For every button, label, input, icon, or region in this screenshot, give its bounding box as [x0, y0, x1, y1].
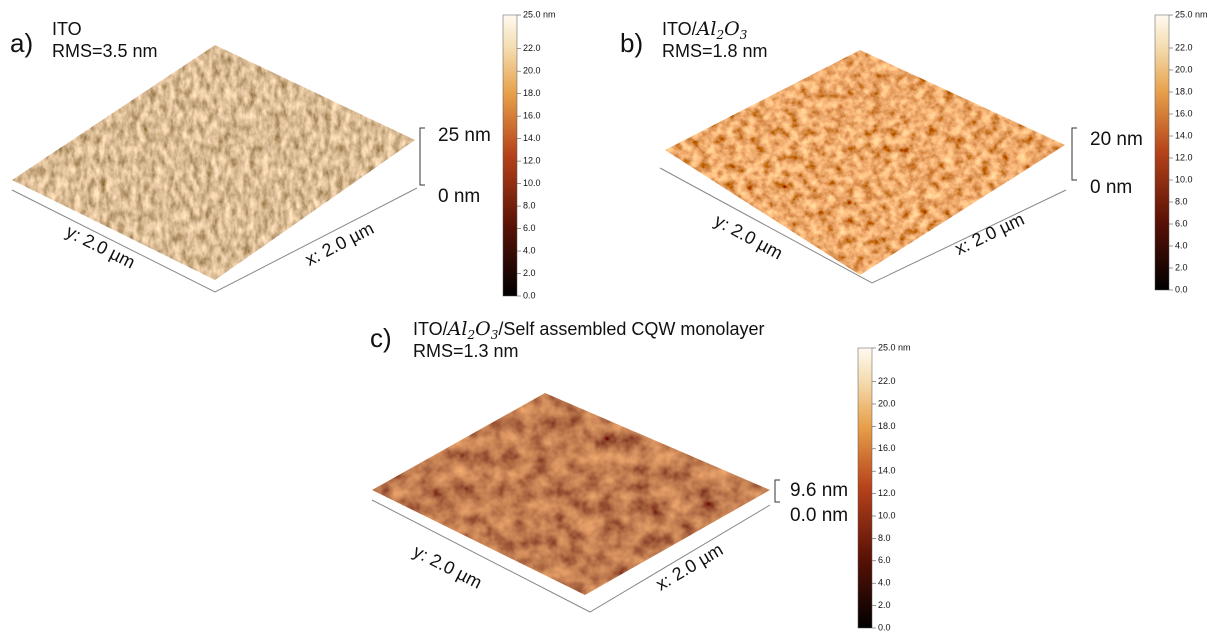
colorbar-label: 6.0	[523, 223, 536, 233]
figure: a) ITORMS=3.5 nm 25 nm 0 nm y: 2.0 µm x: 2.0 …	[0, 0, 1218, 635]
title-prefix: ITO/	[662, 19, 697, 39]
colorbar-label: 0.0	[1175, 284, 1188, 294]
colorbar-label: 25.0 nm	[523, 9, 556, 19]
title-suffix: /Self assembled CQW monolayer	[498, 319, 764, 339]
colorbar	[858, 348, 872, 628]
title-prefix: ITO	[52, 19, 82, 39]
formula-subscript: 3	[740, 28, 748, 42]
colorbar-label: 8.0	[523, 200, 536, 210]
panel-label: c)	[370, 323, 392, 353]
rms-label: RMS=3.5 nm	[52, 41, 158, 61]
formula-element: Al	[695, 18, 717, 40]
z-top-label: 25 nm	[438, 125, 491, 146]
afm-panel: c) ITO/Al2​O3​/Self assembled CQW monolay…	[370, 318, 911, 632]
colorbar-label: 2.0	[523, 268, 536, 278]
colorbar	[1155, 15, 1169, 290]
z-bracket	[775, 480, 780, 502]
z-top-label: 20 nm	[1090, 129, 1143, 150]
colorbar-label: 8.0	[1175, 196, 1188, 206]
z-bottom-label: 0 nm	[438, 186, 480, 207]
colorbar-label: 16.0	[523, 111, 541, 121]
x-axis-label: x: 2.0 µm	[302, 218, 377, 270]
formula-element: Al	[446, 318, 468, 340]
colorbar-label: 22.0	[523, 43, 541, 53]
colorbar-label: 16.0	[1175, 108, 1193, 118]
colorbar-label: 2.0	[878, 600, 891, 610]
colorbar-label: 25.0 nm	[1175, 9, 1208, 19]
colorbar-label: 14.0	[878, 466, 896, 476]
colorbar-label: 8.0	[878, 533, 891, 543]
colorbar-label: 4.0	[523, 245, 536, 255]
colorbar-label: 0.0	[878, 622, 891, 632]
colorbar	[503, 15, 517, 296]
formula-subscript: 2	[467, 328, 476, 342]
colorbar-label: 18.0	[1175, 86, 1193, 96]
z-bracket	[1072, 128, 1077, 180]
colorbar-label: 10.0	[523, 178, 541, 188]
surface	[665, 50, 1065, 275]
colorbar-label: 18.0	[523, 88, 541, 98]
z-bottom-label: 0 nm	[1090, 177, 1132, 198]
z-bracket	[420, 128, 425, 185]
colorbar-label: 20.0	[878, 398, 896, 408]
panel-title: ITO/Al2​O3​/Self assembled CQW monolayer	[413, 318, 764, 342]
colorbar-label: 6.0	[878, 555, 891, 565]
formula-subscript: 2	[716, 28, 725, 42]
colorbar-label: 20.0	[1175, 64, 1193, 74]
colorbar-label: 12.0	[1175, 152, 1193, 162]
panel-label: a)	[10, 28, 33, 58]
x-axis-label: x: 2.0 µm	[952, 209, 1028, 259]
colorbar-label: 25.0 nm	[878, 342, 911, 352]
y-axis-label: y: 2.0 µm	[410, 541, 485, 593]
colorbar-label: 18.0	[878, 421, 896, 431]
z-top-label: 9.6 nm	[790, 480, 848, 501]
colorbar-label: 20.0	[523, 66, 541, 76]
colorbar-label: 10.0	[878, 510, 896, 520]
panel-title: ITO/Al2​O3​	[662, 18, 748, 42]
colorbar-label: 14.0	[1175, 130, 1193, 140]
title-prefix: ITO/	[413, 319, 448, 339]
colorbar-label: 10.0	[1175, 174, 1193, 184]
colorbar-label: 16.0	[878, 443, 896, 453]
formula-element: O	[475, 318, 491, 340]
rms-label: RMS=1.3 nm	[413, 341, 519, 361]
panel-label: b)	[620, 28, 643, 58]
colorbar-label: 22.0	[1175, 42, 1193, 52]
colorbar-label: 4.0	[1175, 240, 1188, 250]
colorbar-label: 4.0	[878, 578, 891, 588]
panel-title: ITO	[52, 19, 82, 39]
colorbar-label: 2.0	[1175, 262, 1188, 272]
colorbar-label: 12.0	[878, 488, 896, 498]
colorbar-label: 22.0	[878, 376, 896, 386]
z-bottom-label: 0.0 nm	[790, 505, 848, 526]
rms-label: RMS=1.8 nm	[662, 41, 768, 61]
colorbar-label: 6.0	[1175, 218, 1188, 228]
colorbar-label: 0.0	[523, 290, 536, 300]
colorbar-label: 12.0	[523, 155, 541, 165]
colorbar-label: 14.0	[523, 133, 541, 143]
formula-element: O	[724, 18, 740, 40]
